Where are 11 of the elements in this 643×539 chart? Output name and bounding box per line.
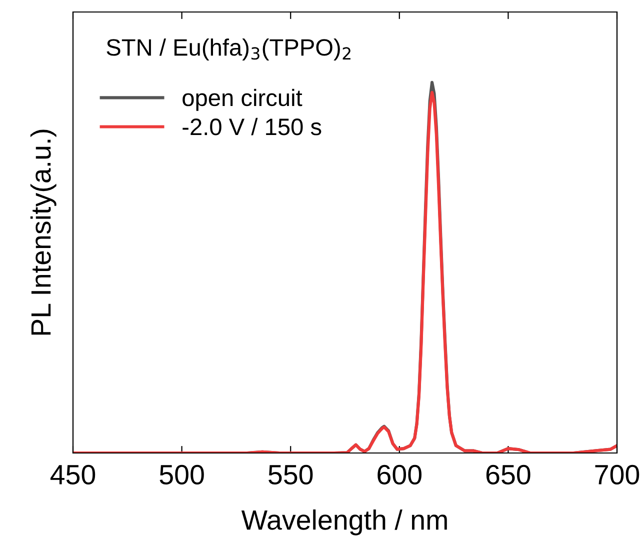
- chart-title: STN / Eu(hfa)$_{3}$(TPPO)$_{2}$: [106, 38, 350, 60]
- x-tick-label: 650: [486, 464, 530, 485]
- x-tick-label: 500: [160, 464, 204, 485]
- legend-label: open circuit: [182, 88, 302, 111]
- x-axis-title: Wavelength / nm: [241, 509, 447, 536]
- x-tick-label: 550: [268, 464, 313, 485]
- x-tick-label: 600: [378, 464, 422, 485]
- x-tick-label: 700: [595, 464, 640, 485]
- y-axis-title: PL Intensity(a.u.): [30, 130, 56, 335]
- legend-label: -2.0 V / 150 s: [182, 118, 322, 136]
- x-tick-label: 450: [50, 464, 96, 485]
